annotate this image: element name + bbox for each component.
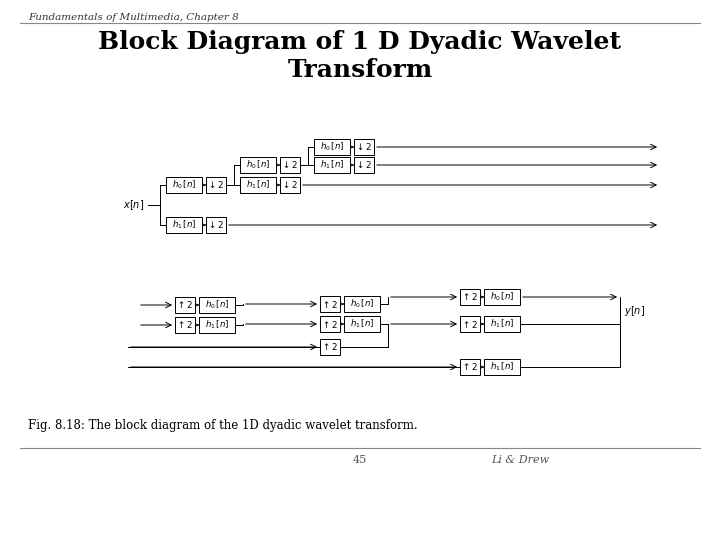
Text: $\downarrow 2$: $\downarrow 2$ — [282, 159, 299, 171]
Text: $\downarrow 2$: $\downarrow 2$ — [207, 219, 225, 231]
Bar — [354, 157, 374, 173]
Bar — [206, 177, 226, 193]
Bar — [320, 339, 340, 355]
Bar — [240, 157, 276, 173]
Text: $\downarrow 2$: $\downarrow 2$ — [356, 141, 372, 152]
Bar — [240, 177, 276, 193]
Text: $h_1\,[n]$: $h_1\,[n]$ — [490, 361, 514, 373]
Bar — [320, 316, 340, 332]
Bar — [460, 289, 480, 305]
Text: $\uparrow 2$: $\uparrow 2$ — [462, 361, 479, 373]
Bar — [280, 177, 300, 193]
Bar — [175, 297, 195, 313]
Bar — [344, 316, 380, 332]
Bar — [460, 359, 480, 375]
Text: $h_0\,[n]$: $h_0\,[n]$ — [172, 179, 197, 191]
Text: $\uparrow 2$: $\uparrow 2$ — [176, 300, 194, 310]
Bar — [206, 217, 226, 233]
Bar — [314, 139, 350, 155]
Text: Fundamentals of Multimedia, Chapter 8: Fundamentals of Multimedia, Chapter 8 — [28, 13, 239, 22]
Bar — [320, 296, 340, 312]
Text: $\uparrow 2$: $\uparrow 2$ — [462, 292, 479, 302]
Text: Block Diagram of 1 D Dyadic Wavelet
Transform: Block Diagram of 1 D Dyadic Wavelet Tran… — [99, 30, 621, 82]
Text: $\uparrow 2$: $\uparrow 2$ — [176, 320, 194, 330]
Text: $h_1\,[n]$: $h_1\,[n]$ — [320, 159, 344, 171]
Text: $\downarrow 2$: $\downarrow 2$ — [207, 179, 225, 191]
Text: $h_1\,[n]$: $h_1\,[n]$ — [490, 318, 514, 330]
Bar — [199, 317, 235, 333]
Bar — [460, 316, 480, 332]
Text: $\downarrow 2$: $\downarrow 2$ — [356, 159, 372, 171]
Text: $\uparrow 2$: $\uparrow 2$ — [321, 319, 338, 329]
Text: Fig. 8.18: The block diagram of the 1D dyadic wavelet transform.: Fig. 8.18: The block diagram of the 1D d… — [28, 419, 418, 432]
Text: $h_1\,[n]$: $h_1\,[n]$ — [350, 318, 374, 330]
Text: $\uparrow 2$: $\uparrow 2$ — [321, 341, 338, 353]
Text: $h_0\,[n]$: $h_0\,[n]$ — [320, 141, 344, 153]
Bar — [166, 217, 202, 233]
Text: $\downarrow 2$: $\downarrow 2$ — [282, 179, 299, 191]
Text: $h_0\,[n]$: $h_0\,[n]$ — [246, 159, 270, 171]
Bar — [484, 316, 520, 332]
Text: $\uparrow 2$: $\uparrow 2$ — [321, 299, 338, 309]
Text: $h_1\,[n]$: $h_1\,[n]$ — [204, 319, 229, 331]
Text: Li & Drew: Li & Drew — [491, 455, 549, 465]
Bar — [280, 157, 300, 173]
Text: $h_0\,[n]$: $h_0\,[n]$ — [490, 291, 514, 303]
Text: $h_1\,[n]$: $h_1\,[n]$ — [172, 219, 197, 231]
Text: $\uparrow 2$: $\uparrow 2$ — [462, 319, 479, 329]
Bar — [314, 157, 350, 173]
Bar — [354, 139, 374, 155]
Text: $x[n]$: $x[n]$ — [123, 198, 144, 212]
Text: $h_0\,[n]$: $h_0\,[n]$ — [204, 299, 229, 311]
Text: 45: 45 — [353, 455, 367, 465]
Text: $y[n]$: $y[n]$ — [624, 303, 645, 318]
Bar — [484, 289, 520, 305]
Bar — [484, 359, 520, 375]
Bar — [344, 296, 380, 312]
Bar — [199, 297, 235, 313]
Bar — [175, 317, 195, 333]
Bar — [166, 177, 202, 193]
Text: $h_0\,[n]$: $h_0\,[n]$ — [350, 298, 374, 310]
Text: $h_1\,[n]$: $h_1\,[n]$ — [246, 179, 270, 191]
